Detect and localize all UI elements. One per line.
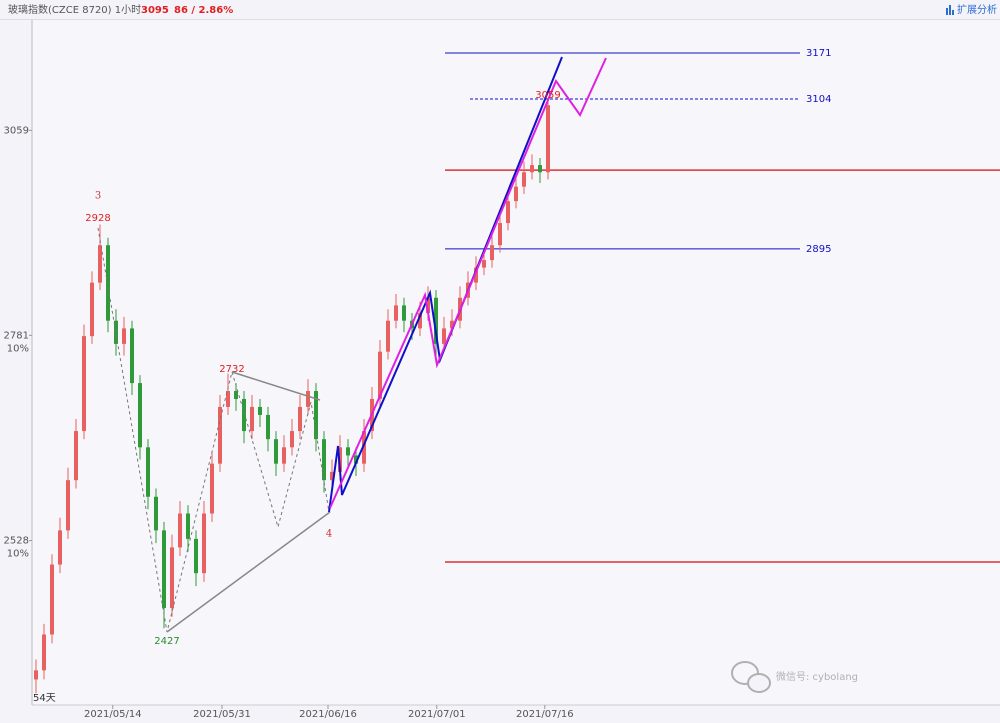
trendline xyxy=(166,511,331,633)
icon-bar xyxy=(946,8,948,15)
watermark-icon xyxy=(731,661,759,685)
candle-body xyxy=(450,320,454,329)
plot: 3059 2781 10% 2528 10% 2021/05/14 2021/05/31 20… xyxy=(4,48,1000,720)
candle-body xyxy=(130,328,134,384)
candle-body xyxy=(530,165,534,173)
candle-body xyxy=(514,186,518,202)
watermark: 微信号: cybolang xyxy=(731,661,858,693)
candle-body xyxy=(394,305,398,321)
price-label: 2427 xyxy=(154,636,179,647)
candle-body xyxy=(426,297,430,314)
candle-body xyxy=(98,245,102,283)
candle-body xyxy=(170,547,174,609)
x-tick-label: 2021/07/01 xyxy=(408,709,466,720)
candle-body xyxy=(178,513,182,548)
candle-body xyxy=(474,267,478,283)
x-tick-label: 2021/05/14 xyxy=(84,709,142,720)
x-tick-label: 2021/07/16 xyxy=(516,709,574,720)
candle-body xyxy=(154,496,158,531)
wave-label: 3 xyxy=(95,191,101,202)
level-label: 2895 xyxy=(806,244,831,255)
candle-body xyxy=(298,406,302,432)
wave-dashed xyxy=(97,227,330,633)
y-tick-label: 3059 xyxy=(4,125,29,136)
plot-area xyxy=(32,20,1000,705)
candle-body xyxy=(330,471,334,481)
y-tick-sublabel: 10% xyxy=(7,549,29,560)
candle-body xyxy=(386,320,390,352)
watermark-text: 微信号: cybolang xyxy=(776,670,858,683)
candle-body xyxy=(418,313,422,329)
x-tick-label: 2021/06/16 xyxy=(299,709,357,720)
candle-body xyxy=(506,201,510,224)
candle-body xyxy=(354,455,358,464)
candle-body xyxy=(82,336,86,432)
candle-body xyxy=(90,282,94,337)
candle-body xyxy=(234,390,238,399)
candle-body xyxy=(258,406,262,415)
candle-body xyxy=(218,406,222,464)
candle-body xyxy=(122,328,126,344)
candle-body xyxy=(482,260,486,268)
header-title: 玻璃指数(CZCE 8720) 1小时 xyxy=(8,3,141,16)
candle-body xyxy=(322,439,326,481)
wave-label: 4 xyxy=(326,529,332,540)
candle-body xyxy=(202,513,206,574)
header-change: 86 / 2.86% xyxy=(174,5,233,16)
candle-body xyxy=(402,305,406,321)
level-label: 3104 xyxy=(806,94,831,105)
candle-body xyxy=(282,447,286,464)
icon-bar xyxy=(949,5,951,15)
header-last: 3095 xyxy=(141,5,169,16)
candle-body xyxy=(42,634,46,671)
candle-body xyxy=(522,172,526,187)
candle-body xyxy=(274,439,278,464)
x-tick-label: 2021/05/31 xyxy=(193,709,251,720)
candle-body xyxy=(226,390,230,407)
tool-icon[interactable] xyxy=(946,5,954,15)
candle-body xyxy=(210,463,214,514)
candle-body xyxy=(498,223,502,246)
candle-body xyxy=(146,447,150,497)
candle-body xyxy=(50,564,54,635)
candle-body xyxy=(66,480,70,531)
candle-body xyxy=(74,431,78,481)
candle-body xyxy=(314,390,318,440)
candle-body xyxy=(186,513,190,539)
trendline xyxy=(231,371,321,401)
price-label: 3059 xyxy=(535,90,560,101)
candle-body xyxy=(490,245,494,261)
candle-body xyxy=(546,105,550,173)
candle-body xyxy=(162,530,166,609)
candle-body xyxy=(346,447,350,456)
candle-body xyxy=(306,390,310,407)
candle-body xyxy=(442,328,446,344)
candle-body xyxy=(378,351,382,399)
candle-body xyxy=(114,320,118,344)
y-tick-label: 2528 xyxy=(4,536,29,547)
bar-count: 54天 xyxy=(33,693,56,704)
candle-body xyxy=(434,297,438,344)
price-label: 2732 xyxy=(219,364,244,375)
candle-body xyxy=(250,406,254,432)
price-label: 2928 xyxy=(85,213,110,224)
icon-bar xyxy=(952,10,954,15)
candle-body xyxy=(290,431,294,448)
level-label: 3171 xyxy=(806,48,831,59)
candle-body xyxy=(58,530,62,565)
candle-body xyxy=(194,538,198,574)
tool-link[interactable]: 扩展分析 xyxy=(957,3,997,16)
wave-magenta xyxy=(329,57,607,509)
y-tick-sublabel: 10% xyxy=(7,343,29,354)
candle-body xyxy=(34,670,38,680)
candle-body xyxy=(362,431,366,464)
watermark-icon xyxy=(747,673,771,693)
candle-body xyxy=(106,245,110,321)
y-tick-label: 2781 xyxy=(4,330,29,341)
candle-body xyxy=(242,398,246,432)
candle-body xyxy=(538,165,542,173)
candle-body xyxy=(138,383,142,448)
candle-body xyxy=(266,414,270,440)
